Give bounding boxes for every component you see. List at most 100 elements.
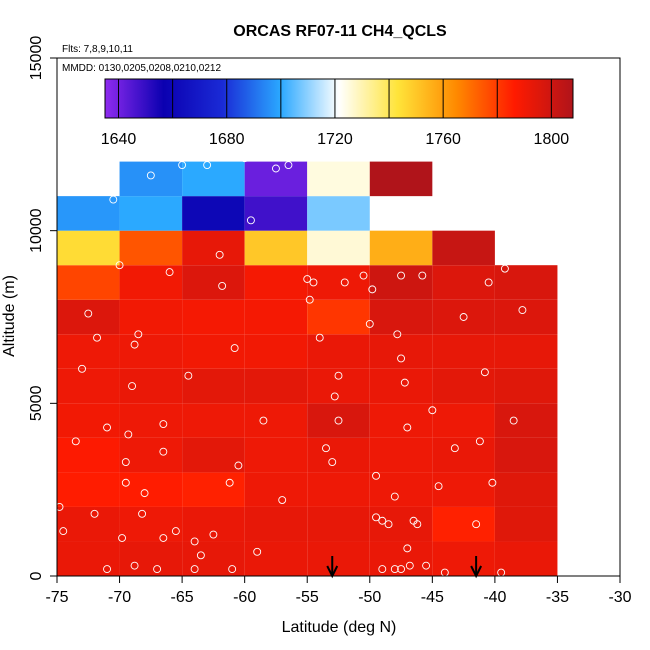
observation-point <box>240 154 249 163</box>
heatmap-cell <box>182 299 245 335</box>
observation-point <box>103 565 111 574</box>
observation-point <box>334 371 343 380</box>
heatmap-cell <box>432 541 495 576</box>
heatmap-cell <box>119 265 183 300</box>
heatmap-cell <box>494 541 558 576</box>
heatmap-cell <box>57 230 120 266</box>
observation-point <box>159 420 168 429</box>
observation-point <box>109 195 118 204</box>
observation-point <box>368 285 377 294</box>
observation-point <box>309 278 318 287</box>
colorbar-tick-label: 1640 <box>101 131 137 148</box>
observation-point <box>203 161 212 170</box>
observation-point <box>397 354 406 363</box>
colorbar: 1640 1680 1720 1760 1800 <box>101 78 574 148</box>
observation-point <box>378 565 387 574</box>
observation-point <box>190 565 199 574</box>
observation-point <box>500 264 509 273</box>
x-axis-label: Latitude (deg N) <box>282 619 397 636</box>
observation-point <box>130 561 139 570</box>
observation-point <box>209 530 218 539</box>
observation-point <box>153 565 162 574</box>
observation-point <box>215 250 224 259</box>
observation-point <box>234 461 243 470</box>
observation-point <box>225 478 234 487</box>
y-axis-label: Altitude (m) <box>1 275 18 357</box>
observation-point <box>488 478 497 487</box>
heatmap-cell <box>182 403 245 438</box>
observation-point <box>78 364 86 373</box>
heatmap-cell <box>244 230 308 266</box>
observation-point <box>159 447 168 456</box>
observation-point <box>397 565 406 574</box>
x-tick-label: -35 <box>546 589 569 606</box>
observation-point <box>403 423 412 432</box>
heatmap-cell <box>369 403 433 438</box>
heatmap-cell <box>494 265 558 300</box>
observation-point <box>228 565 237 574</box>
colorbar-tick-labels: 1640 1680 1720 1760 1800 <box>101 131 570 148</box>
x-tick-label: -60 <box>233 589 256 606</box>
heatmap-cell <box>432 230 495 266</box>
x-tick-label: -55 <box>296 589 319 606</box>
heatmap-cell <box>244 161 308 197</box>
observation-point <box>84 309 93 318</box>
heatmap-cell <box>432 334 495 369</box>
heatmap-cell <box>244 472 308 507</box>
observation-point <box>359 271 368 280</box>
heatmap-cell <box>244 196 308 231</box>
heatmap-cell <box>494 334 558 369</box>
heatmap-cell <box>307 265 370 300</box>
heatmap-cell <box>119 506 183 542</box>
x-tick-label: -75 <box>45 589 68 606</box>
heatmap-cell <box>244 403 308 438</box>
heatmap-cell <box>369 506 433 542</box>
observation-point <box>178 161 187 170</box>
heatmap-cell <box>307 334 370 369</box>
heatmap-cell <box>432 368 495 404</box>
heatmap-cell <box>244 506 308 542</box>
observation-point <box>230 344 239 353</box>
observation-point <box>134 330 143 339</box>
observation-point <box>372 513 380 522</box>
heatmap-cell <box>182 265 245 300</box>
observation-point <box>90 509 99 518</box>
heatmap-cell <box>369 265 433 300</box>
heatmap-cell <box>307 196 370 231</box>
x-tick-label: -70 <box>108 589 131 606</box>
heatmap-cell <box>432 299 495 335</box>
heatmap-cell <box>432 265 495 300</box>
observation-point <box>480 368 489 377</box>
heatmap-cell <box>119 403 183 438</box>
observation-point <box>259 416 268 425</box>
flights-annotation: Flts: 7,8,9,10,11 <box>62 44 133 55</box>
y-tick-label: 10000 <box>28 208 45 253</box>
colorbar-tick-label: 1800 <box>534 131 570 148</box>
colorbar-boundaries <box>118 79 552 118</box>
colorbar-tick-label: 1760 <box>425 131 461 148</box>
heatmap-cell <box>57 265 120 300</box>
x-axis: -75 -70 -65 -60 -55 -50 -45 -40 -35 -30 <box>45 575 632 606</box>
observation-point <box>384 520 393 529</box>
x-tick-label: -45 <box>421 589 444 606</box>
observation-point <box>57 502 64 511</box>
observation-point <box>484 278 493 287</box>
observation-point <box>121 478 130 487</box>
x-tick-label: -50 <box>358 589 381 606</box>
observation-point <box>218 281 227 290</box>
heatmap-cell <box>182 541 245 576</box>
observation-point <box>518 306 527 315</box>
heatmap-cell <box>182 196 245 231</box>
observation-point <box>138 509 147 518</box>
observation-point <box>334 416 343 425</box>
heatmap-cell <box>432 437 495 473</box>
observation-point <box>71 437 80 446</box>
heatmap-cell <box>57 506 120 542</box>
observation-point <box>497 568 506 576</box>
heatmap-cell <box>307 437 370 473</box>
dates-annotation: MMDD: 0130,0205,0208,0210,0212 <box>62 63 221 74</box>
heatmap-cell <box>307 299 370 335</box>
heatmap-cell <box>119 299 183 335</box>
observation-point <box>393 330 402 339</box>
